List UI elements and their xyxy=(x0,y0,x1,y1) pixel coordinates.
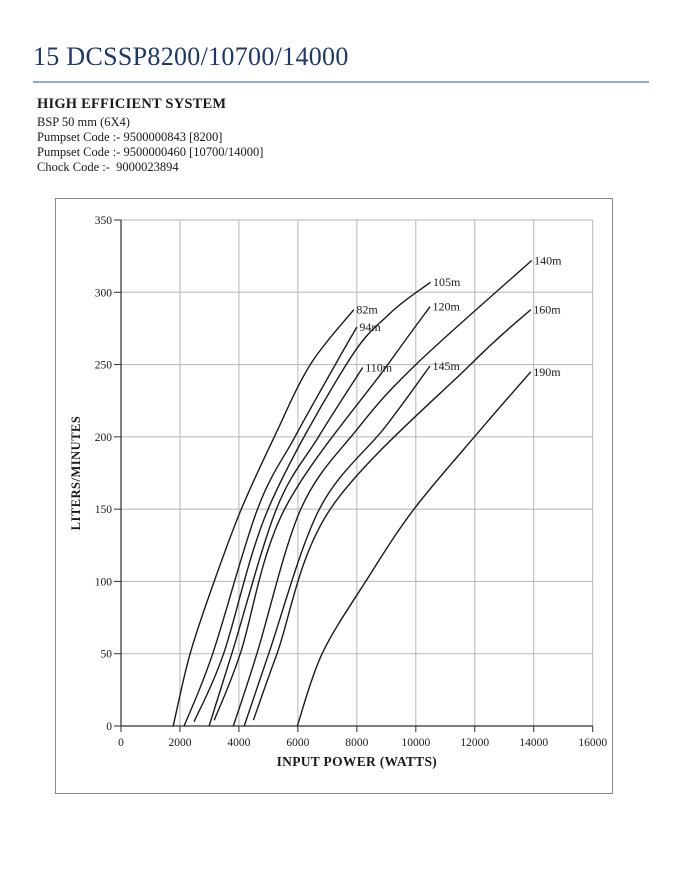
x-tick-label: 2000 xyxy=(168,737,191,749)
y-tick-label: 350 xyxy=(95,215,113,227)
curve-82m xyxy=(172,309,355,727)
curve-120m xyxy=(213,306,431,721)
curve-145m xyxy=(243,365,431,727)
x-tick-label: 6000 xyxy=(286,737,309,749)
chart-frame xyxy=(55,198,613,794)
x-axis-title: INPUT POWER (WATTS) xyxy=(277,754,437,769)
curve-label-120m: 120m xyxy=(432,300,460,314)
y-tick-label: 50 xyxy=(101,649,113,661)
curve-160m xyxy=(252,309,532,721)
title-underline xyxy=(33,81,649,83)
curve-label-94m: 94m xyxy=(359,320,381,334)
x-tick-label: 0 xyxy=(118,737,124,749)
curve-label-105m: 105m xyxy=(433,275,461,289)
info-line-pumpset-8200: Pumpset Code :- 9500000843 [8200] xyxy=(37,130,223,144)
curve-label-110m: 110m xyxy=(365,360,393,374)
info-line-chock-code: Chock Code :- 9000023894 xyxy=(37,160,179,174)
curve-label-190m: 190m xyxy=(533,365,561,379)
curve-label-160m: 160m xyxy=(533,303,561,317)
x-tick-label: 4000 xyxy=(227,737,250,749)
y-tick-label: 0 xyxy=(106,721,112,733)
curve-label-140m: 140m xyxy=(534,253,562,267)
y-tick-label: 100 xyxy=(95,576,113,588)
curve-label-145m: 145m xyxy=(432,359,460,373)
y-tick-label: 250 xyxy=(95,360,113,372)
curve-105m xyxy=(193,281,432,722)
curve-140m xyxy=(232,259,533,727)
curve-94m xyxy=(183,326,358,727)
curve-190m xyxy=(296,371,532,727)
y-tick-label: 300 xyxy=(95,287,113,299)
page-title: 15 DCSSP8200/10700/14000 xyxy=(33,42,349,71)
y-axis-title: LITERS/MINUTES xyxy=(69,416,83,531)
product-info-block: HIGH EFFICIENT SYSTEM BSP 50 mm (6X4) Pu… xyxy=(37,96,263,175)
y-tick-label: 150 xyxy=(95,504,113,516)
curve-label-82m: 82m xyxy=(356,303,378,317)
info-line-pumpset-10700-14000: Pumpset Code :- 9500000460 [10700/14000] xyxy=(37,145,264,159)
info-line-bsp: BSP 50 mm (6X4) xyxy=(37,115,130,129)
x-tick-label: 16000 xyxy=(578,737,607,749)
product-subtitle: HIGH EFFICIENT SYSTEM xyxy=(37,96,227,112)
x-tick-label: 14000 xyxy=(519,737,548,749)
y-tick-label: 200 xyxy=(95,432,113,444)
curve-110m xyxy=(208,367,364,727)
x-tick-label: 10000 xyxy=(401,737,430,749)
x-tick-label: 8000 xyxy=(345,737,368,749)
x-tick-label: 12000 xyxy=(460,737,489,749)
